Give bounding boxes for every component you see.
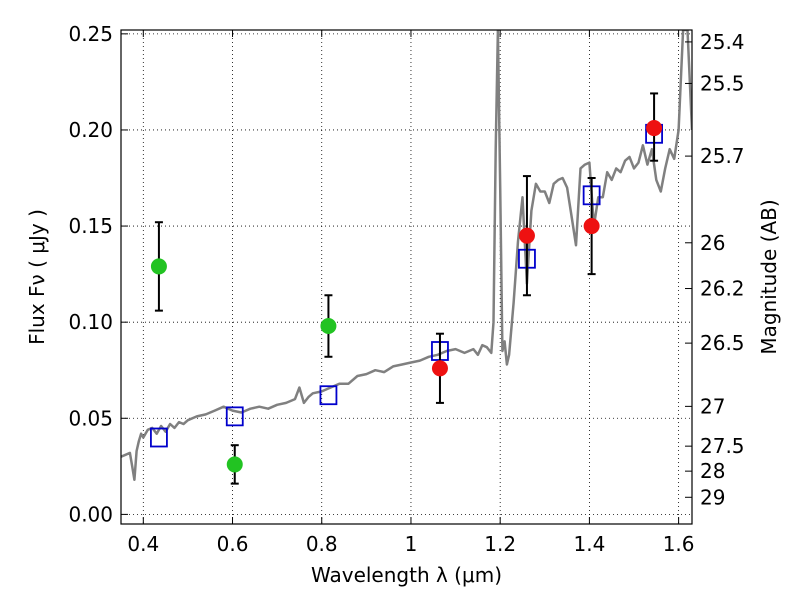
y2-tick-label: 27 <box>700 394 725 418</box>
x-tick-label: 1.4 <box>573 532 605 556</box>
data-point <box>150 258 167 275</box>
y-tick-label: 0.10 <box>68 310 113 334</box>
x-tick-label: 1.2 <box>484 532 516 556</box>
data-point <box>583 218 600 235</box>
x-tick-label: 0.6 <box>217 532 249 556</box>
plot-frame <box>120 29 693 525</box>
y2-tick-label: 26.2 <box>700 277 745 301</box>
y-tick-label: 0.00 <box>68 502 113 526</box>
plot-area <box>121 30 692 485</box>
y-tick-label: 0.25 <box>68 22 113 46</box>
y2-tick-label: 26 <box>700 231 725 255</box>
axes: 0.4 0.6 0.8 1 1.2 1.4 1.6 0.00 0.05 0.10 0.15 0.20 0… <box>68 22 744 556</box>
x-tick-label: 0.8 <box>306 532 338 556</box>
model-square-point <box>150 427 168 448</box>
data-point <box>646 120 663 137</box>
y-tick-label: 0.05 <box>68 406 113 430</box>
y-axis-title: Flux Fν ( μJy ) <box>25 209 49 345</box>
y2-tick-label: 27.5 <box>700 434 745 458</box>
y2-tick-label: 25.5 <box>700 71 745 95</box>
model-spectrum-line <box>121 30 692 482</box>
y2-tick-label: 26.5 <box>700 331 745 355</box>
y2-tick-label: 28 <box>700 459 725 483</box>
x-tick-label: 1.6 <box>663 532 695 556</box>
x-tick-label: 1 <box>405 532 418 556</box>
y2-tick-label: 29 <box>700 485 725 509</box>
x-axis-title: Wavelength λ (μm) <box>311 563 502 587</box>
x-tick-label: 0.4 <box>127 532 159 556</box>
y-tick-label: 0.20 <box>68 118 113 142</box>
y2-tick-label: 25.7 <box>700 144 745 168</box>
model-square-point <box>319 385 338 406</box>
data-point <box>320 318 337 335</box>
grid <box>121 30 692 524</box>
right-y-axis-title: Magnitude (AB) <box>757 199 781 354</box>
y-tick-label: 0.15 <box>68 214 113 238</box>
data-point <box>226 456 243 473</box>
data-point <box>518 227 535 244</box>
model-square-point <box>225 406 244 427</box>
data-point <box>431 360 448 377</box>
y2-tick-label: 25.4 <box>700 30 745 54</box>
